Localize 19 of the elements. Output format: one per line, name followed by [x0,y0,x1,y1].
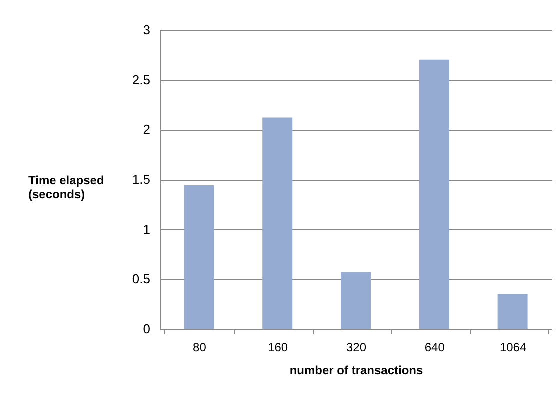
y-tick-label: 2.5 [132,72,150,88]
y-tick-label: 0 [143,322,150,336]
x-tick-label: 320 [346,340,367,354]
x-tick-label: 1064 [500,340,527,354]
y-tick-label: 3 [143,22,150,38]
y-tick-label: 2 [143,122,150,138]
y-axis-title: Time elapsed (seconds) [28,174,104,202]
bar [419,60,450,329]
x-tick-label: 160 [268,340,288,354]
x-tick-label: 80 [193,340,207,354]
x-axis-title: number of transactions [290,364,424,378]
bar [262,118,293,329]
y-tick-label: 1 [143,222,150,237]
y-tick-label: 0.5 [132,272,150,287]
bar [341,272,371,329]
bar [184,185,214,329]
y-tick-label: 1.5 [132,172,150,187]
bar [498,294,528,329]
x-tick-label: 640 [424,340,446,354]
